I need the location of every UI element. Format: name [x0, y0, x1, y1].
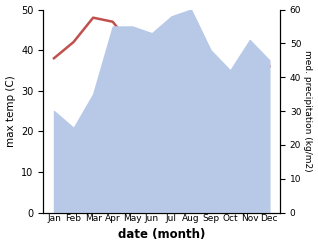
X-axis label: date (month): date (month)	[118, 228, 205, 242]
Y-axis label: med. precipitation (kg/m2): med. precipitation (kg/m2)	[303, 50, 313, 172]
Y-axis label: max temp (C): max temp (C)	[5, 75, 16, 147]
